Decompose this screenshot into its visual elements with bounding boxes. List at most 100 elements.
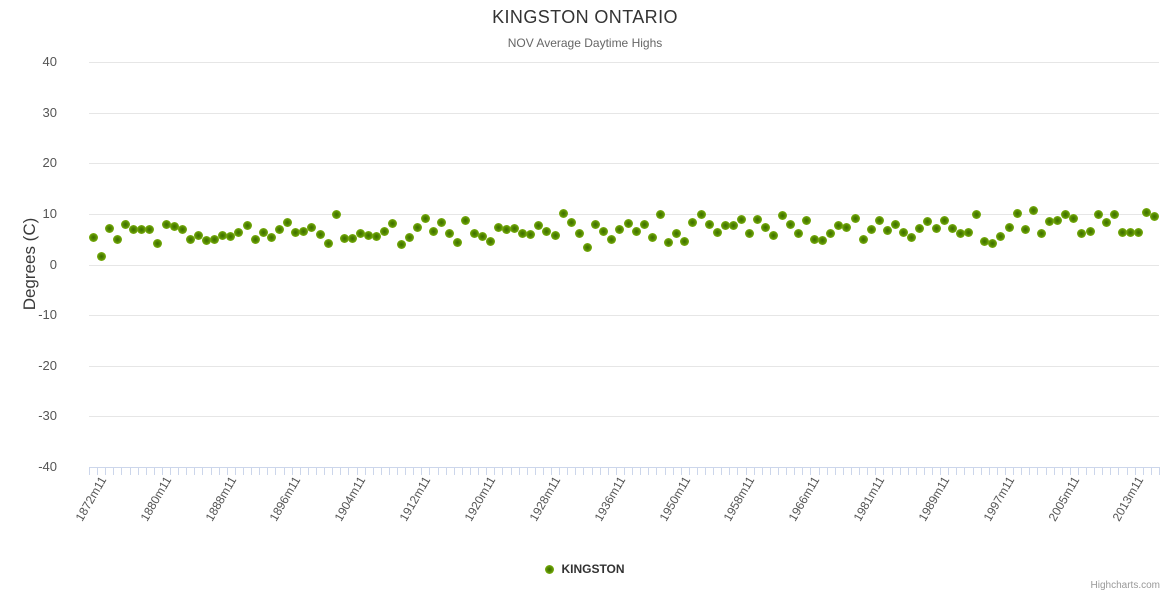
scatter-point[interactable] [347,234,357,244]
scatter-point[interactable] [485,236,495,246]
scatter-point[interactable] [307,223,317,233]
scatter-point[interactable] [964,228,973,238]
scatter-point[interactable] [712,228,722,238]
scatter-point[interactable] [680,237,690,247]
scatter-point[interactable] [112,234,122,244]
scatter-point[interactable] [566,218,576,228]
scatter-point[interactable] [793,229,803,239]
scatter-point[interactable] [104,224,114,234]
scatter-point[interactable] [202,236,212,246]
scatter-point[interactable] [1069,214,1079,224]
scatter-point[interactable] [647,232,657,242]
scatter-point[interactable] [542,226,552,236]
scatter-point[interactable] [266,233,276,243]
scatter-point[interactable] [550,231,560,241]
scatter-point[interactable] [299,226,309,236]
scatter-point[interactable] [809,234,819,244]
scatter-point[interactable] [1093,209,1103,219]
scatter-point[interactable] [420,214,430,224]
scatter-point[interactable] [137,225,147,235]
scatter-point[interactable] [996,232,1006,242]
scatter-point[interactable] [1101,217,1111,227]
scatter-point[interactable] [1045,216,1055,226]
scatter-point[interactable] [688,217,698,227]
scatter-point[interactable] [1077,229,1087,239]
scatter-point[interactable] [761,222,771,232]
scatter-point[interactable] [1134,227,1144,237]
scatter-point[interactable] [899,228,909,238]
scatter-point[interactable] [728,220,738,230]
scatter-point[interactable] [599,226,609,236]
scatter-point[interactable] [1126,228,1136,238]
scatter-point[interactable] [429,227,438,237]
scatter-point[interactable] [972,210,982,220]
scatter-point[interactable] [234,228,244,238]
scatter-point[interactable] [356,229,366,239]
scatter-point[interactable] [218,231,228,241]
scatter-point[interactable] [955,228,965,238]
scatter-point[interactable] [915,224,925,234]
scatter-point[interactable] [882,225,892,235]
scatter-point[interactable] [161,220,171,229]
scatter-point[interactable] [583,242,593,252]
scatter-point[interactable] [874,215,884,225]
scatter-point[interactable] [445,229,455,239]
scatter-point[interactable] [1036,229,1046,239]
scatter-point[interactable] [826,229,836,239]
scatter-point[interactable] [315,230,325,240]
scatter-point[interactable] [526,230,536,240]
scatter-point[interactable] [923,216,933,226]
scatter-point[interactable] [331,210,341,220]
scatter-point[interactable] [258,228,268,238]
scatter-point[interactable] [947,224,957,234]
scatter-point[interactable] [907,232,917,242]
scatter-point[interactable] [339,234,349,244]
scatter-point[interactable] [226,232,236,242]
scatter-point[interactable] [412,223,422,233]
scatter-point[interactable] [404,233,414,243]
scatter-point[interactable] [720,220,730,230]
credits-link[interactable]: Highcharts.com [1090,580,1160,591]
scatter-point[interactable] [858,235,868,245]
scatter-point[interactable] [185,235,195,245]
scatter-point[interactable] [745,228,755,238]
scatter-point[interactable] [153,238,163,248]
scatter-point[interactable] [380,226,390,236]
scatter-point[interactable] [939,216,949,226]
scatter-point[interactable] [834,221,844,231]
scatter-point[interactable] [96,252,106,262]
scatter-point[interactable] [1012,208,1022,218]
scatter-point[interactable] [591,220,601,229]
scatter-point[interactable] [1085,226,1095,236]
scatter-point[interactable] [631,226,641,236]
scatter-point[interactable] [785,220,795,229]
scatter-point[interactable] [250,234,260,244]
legend-item-kingston[interactable]: KINGSTON [545,562,625,576]
scatter-point[interactable] [801,215,811,225]
scatter-point[interactable] [655,209,665,219]
scatter-point[interactable] [623,218,633,228]
scatter-point[interactable] [1004,222,1014,232]
scatter-point[interactable] [1028,206,1038,216]
scatter-point[interactable] [461,215,471,225]
scatter-point[interactable] [477,232,487,242]
scatter-point[interactable] [323,238,333,248]
scatter-point[interactable] [274,224,284,234]
scatter-point[interactable] [437,218,447,228]
scatter-point[interactable] [1061,209,1071,219]
scatter-point[interactable] [129,225,139,235]
scatter-point[interactable] [372,232,382,242]
scatter-point[interactable] [177,224,187,234]
scatter-point[interactable] [664,238,674,248]
scatter-point[interactable] [210,235,220,245]
scatter-point[interactable] [510,224,520,234]
scatter-point[interactable] [291,228,301,238]
scatter-point[interactable] [169,222,179,232]
scatter-point[interactable] [777,210,787,220]
scatter-point[interactable] [1142,208,1152,218]
scatter-point[interactable] [388,218,398,228]
scatter-point[interactable] [1118,228,1128,238]
scatter-point[interactable] [891,220,901,229]
scatter-point[interactable] [364,230,374,240]
scatter-point[interactable] [753,214,763,224]
